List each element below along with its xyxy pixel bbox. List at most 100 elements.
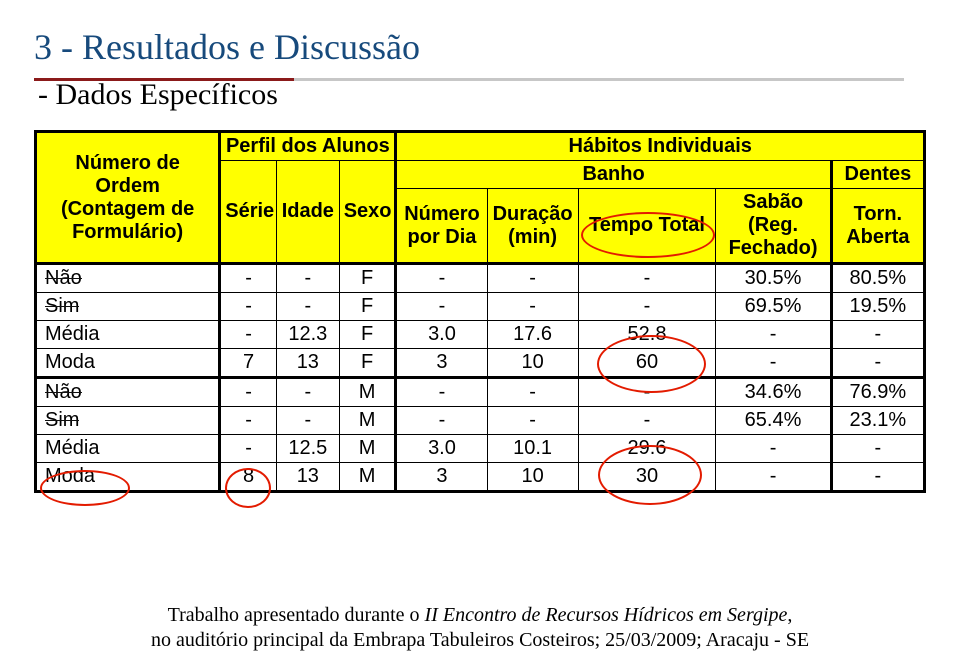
cell-serie: - (220, 293, 277, 321)
footer-line1c: , (787, 604, 792, 626)
cell-serie: - (220, 321, 277, 349)
th-sexo: Sexo (339, 161, 396, 264)
th-habitos: Hábitos Individuais (396, 132, 925, 161)
th-perfil: Perfil dos Alunos (220, 132, 396, 161)
th-torn: Torn. Aberta (831, 189, 924, 264)
cell-sab: - (716, 435, 831, 463)
cell-serie: - (220, 407, 277, 435)
cell-dur: 10 (487, 463, 578, 492)
cell-sexo: M (339, 378, 396, 407)
cell-npd: 3.0 (396, 321, 487, 349)
cell-tt: 30 (578, 463, 716, 492)
cell-sab: - (716, 349, 831, 378)
cell-sexo: F (339, 349, 396, 378)
row-label: Sim (36, 407, 220, 435)
cell-dur: 17.6 (487, 321, 578, 349)
cell-sab: 30.5% (716, 264, 831, 293)
table-row: Média-12.5M3.010.129.6-- (36, 435, 925, 463)
cell-npd: - (396, 407, 487, 435)
th-dentes: Dentes (831, 161, 924, 189)
cell-tt: 60 (578, 349, 716, 378)
table-row: Não--M---34.6%76.9% (36, 378, 925, 407)
cell-sab: - (716, 463, 831, 492)
th-idade: Idade (276, 161, 339, 264)
cell-idade: 13 (276, 463, 339, 492)
results-table: Número de Ordem (Contagem de Formulário)… (34, 130, 926, 493)
cell-torn: - (831, 435, 924, 463)
cell-dur: - (487, 378, 578, 407)
cell-dur: - (487, 407, 578, 435)
th-tt: Tempo Total (578, 189, 716, 264)
th-npd: Número por Dia (396, 189, 487, 264)
footer: Trabalho apresentado durante o II Encont… (0, 603, 960, 653)
cell-tt: - (578, 378, 716, 407)
cell-tt: - (578, 293, 716, 321)
cell-tt: - (578, 264, 716, 293)
cell-idade: - (276, 378, 339, 407)
cell-tt: 29.6 (578, 435, 716, 463)
cell-sab: 34.6% (716, 378, 831, 407)
cell-dur: 10.1 (487, 435, 578, 463)
cell-serie: 8 (220, 463, 277, 492)
cell-torn: - (831, 349, 924, 378)
footer-line2: no auditório principal da Embrapa Tabule… (151, 629, 809, 651)
footer-line1a: Trabalho apresentado durante o (168, 604, 425, 626)
table-row: Sim--F---69.5%19.5% (36, 293, 925, 321)
cell-torn: 80.5% (831, 264, 924, 293)
cell-idade: 12.5 (276, 435, 339, 463)
cell-sab: 65.4% (716, 407, 831, 435)
cell-idade: 13 (276, 349, 339, 378)
cell-sexo: F (339, 264, 396, 293)
header-row-1: Número de Ordem (Contagem de Formulário)… (36, 132, 925, 161)
row-label: Moda (36, 463, 220, 492)
cell-sab: 69.5% (716, 293, 831, 321)
th-ordem: Número de Ordem (Contagem de Formulário) (36, 132, 220, 264)
slide-subtitle: - Dados Específicos (38, 78, 926, 112)
cell-serie: - (220, 264, 277, 293)
cell-torn: 19.5% (831, 293, 924, 321)
row-label: Moda (36, 349, 220, 378)
row-label: Sim (36, 293, 220, 321)
cell-serie: - (220, 378, 277, 407)
row-label: Não (36, 264, 220, 293)
cell-npd: 3.0 (396, 435, 487, 463)
footer-line1b: II Encontro de Recursos Hídricos em Serg… (425, 604, 788, 626)
cell-npd: - (396, 293, 487, 321)
row-label: Média (36, 321, 220, 349)
cell-torn: 76.9% (831, 378, 924, 407)
cell-serie: 7 (220, 349, 277, 378)
cell-npd: 3 (396, 463, 487, 492)
th-serie: Série (220, 161, 277, 264)
th-dur: Duração (min) (487, 189, 578, 264)
cell-tt: - (578, 407, 716, 435)
cell-torn: 23.1% (831, 407, 924, 435)
th-sab: Sabão (Reg. Fechado) (716, 189, 831, 264)
cell-npd: 3 (396, 349, 487, 378)
cell-sexo: F (339, 293, 396, 321)
cell-tt: 52.8 (578, 321, 716, 349)
table-row: Moda813M31030-- (36, 463, 925, 492)
cell-dur: - (487, 264, 578, 293)
cell-sexo: F (339, 321, 396, 349)
table-row: Moda713F31060-- (36, 349, 925, 378)
slide-title: 3 - Resultados e Discussão (34, 26, 926, 68)
cell-npd: - (396, 264, 487, 293)
table-row: Média-12.3F3.017.652.8-- (36, 321, 925, 349)
cell-idade: 12.3 (276, 321, 339, 349)
cell-idade: - (276, 293, 339, 321)
cell-dur: - (487, 293, 578, 321)
cell-idade: - (276, 264, 339, 293)
th-banho: Banho (396, 161, 831, 189)
cell-sexo: M (339, 463, 396, 492)
cell-sexo: M (339, 435, 396, 463)
cell-serie: - (220, 435, 277, 463)
table-row: Não--F---30.5%80.5% (36, 264, 925, 293)
cell-torn: - (831, 463, 924, 492)
cell-idade: - (276, 407, 339, 435)
cell-torn: - (831, 321, 924, 349)
table-row: Sim--M---65.4%23.1% (36, 407, 925, 435)
cell-dur: 10 (487, 349, 578, 378)
cell-sexo: M (339, 407, 396, 435)
row-label: Não (36, 378, 220, 407)
cell-npd: - (396, 378, 487, 407)
